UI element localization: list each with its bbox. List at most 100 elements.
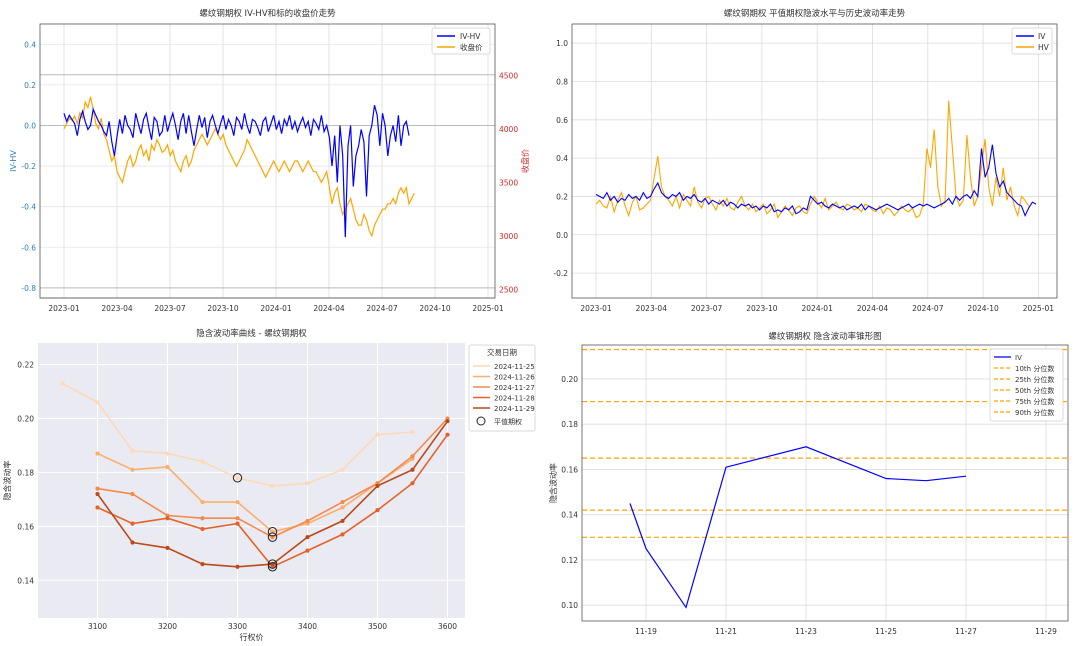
chart3-smile-point [305, 518, 310, 524]
chart3-y-tick-label: 0.20 [17, 414, 34, 423]
chart3-smile-point [235, 521, 240, 526]
chart1-x-tick-label: 2023-04 [101, 304, 133, 313]
chart1-x-tick-label: 2024-07 [366, 304, 398, 313]
chart1-plot-area-background [40, 24, 495, 298]
chart1-legend-label: IV-HV [460, 32, 481, 41]
chart3-y-tick-label: 0.16 [17, 522, 34, 531]
chart3-smile-point [200, 499, 205, 505]
chart3-legend-label: 2024-11-27 [494, 384, 535, 392]
chart3-smile-point [375, 432, 380, 437]
chart4-x-tick-label: 11-21 [715, 627, 737, 636]
chart3-legend-atm-marker [476, 416, 486, 426]
chart3-smile-point [445, 432, 450, 437]
chart3-smile-point [340, 499, 345, 505]
chart3-x-tick-label: 3100 [88, 622, 107, 631]
chart4-x-tick-label: 11-27 [955, 627, 977, 636]
chart4-y-tick-label: 0.20 [561, 375, 578, 384]
chart3-smile-point [340, 532, 345, 537]
chart4-border [581, 344, 1069, 622]
chart2-legend: IV HV [1011, 27, 1053, 55]
chart3-smile-point [340, 505, 345, 510]
chart3-smile-point [165, 464, 170, 470]
chart3-x-tick-label: 3600 [438, 622, 457, 631]
chart3-smile-point [410, 481, 415, 486]
chart3-smile-point [305, 535, 310, 540]
chart1-y-tick-label: -0.2 [21, 162, 36, 171]
chart3-smile-point [95, 451, 100, 456]
chart1-x-tick-label: 2024-10 [419, 304, 451, 313]
chart1-border [39, 23, 496, 299]
chart2-iv-line [595, 144, 1037, 218]
chart1-y2-tick-label: 3000 [499, 232, 518, 241]
chart3-smile-point [305, 548, 310, 553]
chart1-y-tick-label: 0.2 [24, 81, 36, 90]
chart2-x-tick-label: 2023-10 [746, 304, 778, 313]
chart3-smile-point [60, 381, 65, 386]
chart1-y-tick-label: -0.4 [21, 203, 36, 212]
chart3-smile-point [95, 491, 100, 497]
chart4-plot-area-background [582, 345, 1068, 621]
chart3-atm-marker [267, 562, 278, 572]
chart1-y-tick-label: 0.0 [24, 121, 36, 130]
chart1-x-tick-label: 2023-01 [48, 304, 80, 313]
chart1-y2-tick-label: 3500 [499, 178, 518, 187]
chart2-y-tick-label: -0.2 [553, 269, 568, 278]
chart4-legend-label: 90th 分位数 [1015, 408, 1054, 417]
chart2-plot-area-background [572, 24, 1057, 298]
chart3-smile-point [410, 467, 415, 472]
chart4-legend-label: 25th 分位数 [1015, 375, 1054, 384]
chart3-smile-point [200, 459, 205, 464]
chart2-x-tick-label: 2024-01 [802, 304, 834, 313]
chart4-legend: IV 10th 分位数 25th 分位数 50th 分位数 75th 分位数 90th 分… [989, 348, 1064, 422]
chart1-y2-axis-label: 收盘价 [520, 149, 530, 173]
chart3-x-axis-label: 行权价 [240, 632, 264, 642]
chart4-y-tick-label: 0.14 [561, 511, 578, 520]
chart2-y-tick-label: 0.4 [556, 154, 568, 163]
chart3-smile-point [130, 540, 135, 545]
chart3-legend-atm-label: 平值期权 [494, 417, 522, 426]
chart3-smile-point [130, 491, 135, 497]
chart3-legend-label: 2024-11-25 [494, 363, 535, 371]
chart3-smile-point [165, 451, 170, 456]
chart3-smile-point [235, 516, 240, 521]
chart3-smile-point [130, 467, 135, 472]
chart2-hv-line [595, 100, 1030, 219]
chart3-x-tick-label: 3200 [158, 622, 177, 631]
chart2-x-tick-label: 2024-04 [857, 304, 889, 313]
chart4-x-tick-label: 11-25 [875, 627, 897, 636]
chart3-legend-label: 2024-11-29 [494, 405, 535, 413]
chart3-smile-point [130, 448, 135, 453]
chart2-y-tick-label: 0.8 [556, 77, 568, 86]
chart2-x-tick-label: 2023-04 [636, 304, 668, 313]
chart3-smile-point [270, 483, 275, 488]
chart2-x-tick-label: 2023-07 [691, 304, 723, 313]
chart3-smile-point [410, 454, 415, 459]
chart3-smile-point [305, 481, 310, 486]
chart4-legend-label: 10th 分位数 [1015, 364, 1054, 373]
chart3-legend: 交易日期 2024-11-25 2024-11-26 2024-11-27 2024-1… [468, 344, 536, 432]
chart3-smile-point [95, 486, 100, 491]
chart3-y-tick-label: 0.14 [17, 576, 34, 585]
chart3-y-tick-label: 0.22 [17, 361, 34, 370]
chart1-x-tick-label: 2023-10 [207, 304, 239, 313]
chart1-y2-tick-label: 4500 [499, 71, 518, 80]
chart1-iv-hv-line [63, 105, 410, 238]
chart1-y-tick-label: 0.4 [24, 40, 36, 49]
chart1-y-tick-label: -0.8 [21, 284, 36, 293]
chart3-smile-point [340, 467, 345, 472]
chart3-x-tick-label: 3300 [228, 622, 247, 631]
chart3-atm-marker [267, 527, 278, 537]
chart3-smile-point [165, 516, 170, 521]
chart3-smile-point [235, 499, 240, 505]
chart3-legend-label: 2024-11-28 [494, 395, 535, 403]
chart1-title: 螺纹钢期权 IV-HV和标的收盘价走势 [199, 8, 336, 19]
chart4-y-axis-label: 隐含波动率 [548, 463, 558, 503]
chart2-legend-label: IV [1038, 32, 1046, 41]
chart3-smile-point [410, 429, 415, 435]
chart2-x-tick-label: 2024-10 [967, 304, 999, 313]
chart4-x-tick-label: 11-19 [635, 627, 657, 636]
chart2-y-tick-label: 0.6 [556, 116, 568, 125]
chart1-x-tick-label: 2024-04 [313, 304, 345, 313]
chart2-border [571, 23, 1058, 299]
